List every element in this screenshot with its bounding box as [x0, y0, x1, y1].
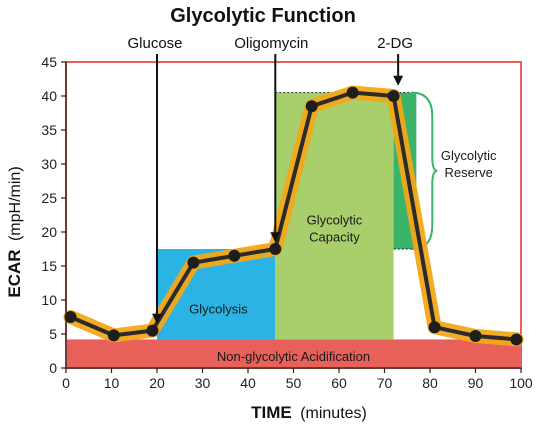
y-axis-label-bold: ECAR [5, 249, 24, 297]
x-axis-label-unit: (minutes) [300, 405, 367, 422]
x-tick-label: 80 [422, 375, 438, 391]
y-tick-label: 10 [41, 292, 57, 308]
x-tick-label: 0 [62, 375, 70, 391]
y-tick-label: 5 [49, 326, 57, 342]
y-tick-label: 30 [41, 156, 57, 172]
y-tick-label: 20 [41, 224, 57, 240]
x-tick-label: 40 [240, 375, 256, 391]
y-tick-label: 40 [41, 88, 57, 104]
injection-label: 2-DG [377, 35, 413, 52]
x-axis-label: TIME (minutes) [251, 403, 367, 422]
region-label-line: Capacity [309, 230, 360, 245]
x-tick-label: 90 [468, 375, 484, 391]
series-point [469, 330, 482, 343]
y-tick-label: 0 [49, 360, 57, 376]
series-line [69, 90, 517, 342]
series-point [346, 86, 359, 99]
region-0 [66, 339, 521, 368]
chart-title: Glycolytic Function [170, 5, 356, 27]
injection-arrowhead [270, 232, 281, 243]
y-tick-label: 25 [41, 190, 57, 206]
series-point [305, 100, 318, 113]
x-tick-label: 30 [195, 375, 211, 391]
series-point [510, 333, 523, 346]
region-label-3: Glycolytic Reserve [441, 148, 497, 180]
x-tick-label: 70 [377, 375, 393, 391]
region-label-line: Glycolysis [189, 302, 248, 317]
axes-layer: 0 10 20 30 40 50 60 70 80 90 100 0 5 10 15 20 25 30 35 40 45 [41, 54, 532, 391]
series-point [387, 90, 400, 102]
series-point [187, 256, 200, 269]
region-2 [275, 92, 394, 340]
y-axis-label: ECAR (mpH/min) [5, 166, 24, 297]
x-tick-label: 100 [509, 375, 533, 391]
x-tick-label: 10 [104, 375, 120, 391]
region-label-line: Glycolytic [307, 213, 363, 228]
x-tick-label: 20 [149, 375, 165, 391]
y-tick-label: 15 [41, 258, 57, 274]
x-axis-label-bold: TIME [251, 403, 292, 422]
y-axis-label-unit: (mpH/min) [7, 166, 24, 241]
series-layer [63, 85, 524, 347]
y-tick-label: 35 [41, 122, 57, 138]
y-tick-label: 45 [41, 54, 57, 70]
series-point [269, 243, 282, 255]
region-label-0: Non-glycolytic Acidification [217, 349, 370, 364]
injection-arrowhead [152, 313, 162, 324]
injections-layer: Glucose Oligomycin 2-DG [127, 35, 413, 324]
region-label-line: Reserve [444, 165, 492, 180]
injection-label: Glucose [127, 35, 182, 52]
x-tick-label: 60 [331, 375, 347, 391]
series-point [64, 311, 77, 323]
region-label-line: Non-glycolytic Acidification [217, 349, 370, 364]
region-label-line: Glycolytic [441, 148, 497, 163]
region-label-1: Glycolysis [189, 302, 248, 317]
series-point [107, 329, 120, 342]
x-tick-label: 50 [286, 375, 302, 391]
injection-label: Oligomycin [234, 35, 308, 52]
series-point [228, 249, 241, 262]
region-label-2: Glycolytic Capacity [307, 213, 363, 245]
series-point [428, 321, 441, 334]
series-point [146, 324, 159, 337]
injection-arrowhead [393, 75, 404, 86]
reserve-brace [411, 91, 438, 250]
